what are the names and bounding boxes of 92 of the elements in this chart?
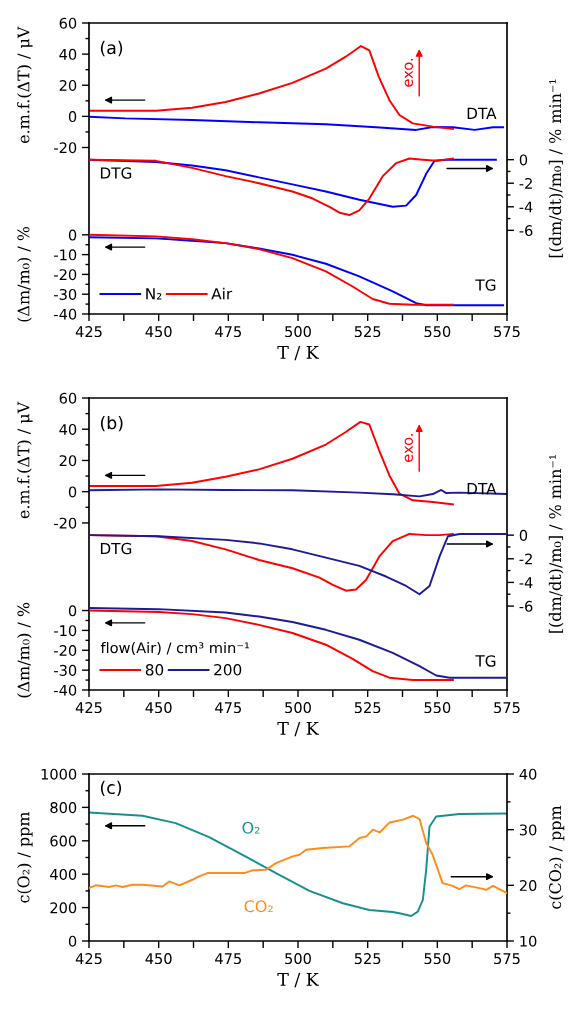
line-series bbox=[89, 233, 454, 306]
x-tick-label: 450 bbox=[145, 702, 172, 714]
y3-tick-label: -30 bbox=[54, 664, 77, 676]
y2-tick-label: -6 bbox=[519, 225, 533, 237]
y-tick-label: 40 bbox=[59, 423, 77, 435]
x-tick-label: 425 bbox=[75, 326, 102, 338]
y3-tick-label: -10 bbox=[54, 249, 77, 261]
x-tick-label: 425 bbox=[75, 702, 102, 714]
y-tick-label: 1000 bbox=[41, 768, 77, 780]
y2-tick-label: -4 bbox=[519, 577, 533, 588]
line-series bbox=[89, 157, 454, 217]
x-tick-label: 500 bbox=[285, 326, 311, 338]
x-tick-label: 550 bbox=[424, 326, 451, 338]
y2-tick-label: 0 bbox=[519, 529, 528, 541]
y3-axis-title: (Δm/m₀) / % bbox=[17, 226, 32, 322]
y2-tick-label: 40 bbox=[519, 768, 537, 780]
annotation: exo. bbox=[404, 58, 413, 87]
annotation: DTG bbox=[100, 542, 132, 555]
x-axis-title: T / K bbox=[277, 722, 319, 737]
series-label: CO₂ bbox=[244, 900, 273, 913]
y-tick-label: -20 bbox=[54, 142, 77, 154]
x-tick-label: 575 bbox=[494, 702, 520, 714]
y2-tick-label: 30 bbox=[519, 824, 537, 836]
legend-title: flow(Air) / cm³ min⁻¹ bbox=[100, 642, 250, 656]
y-tick-label: 0 bbox=[68, 111, 77, 123]
x-tick-label: 450 bbox=[145, 953, 172, 965]
y-tick-label: 0 bbox=[68, 486, 77, 498]
legend-label: N₂ bbox=[146, 288, 162, 300]
x-tick-label: 475 bbox=[215, 702, 241, 714]
y2-tick-label: -6 bbox=[519, 600, 533, 612]
y2-tick-label: 0 bbox=[519, 154, 528, 166]
y-tick-label: 60 bbox=[59, 392, 77, 404]
x-tick-label: 500 bbox=[285, 702, 311, 714]
x-tick-label: 550 bbox=[424, 702, 451, 714]
line-series bbox=[89, 609, 454, 682]
x-tick-label: 575 bbox=[494, 953, 520, 965]
y-tick-label: 200 bbox=[50, 902, 77, 914]
x-tick-label: 525 bbox=[354, 702, 381, 714]
y2-axis-title: [(dm/dt)/m₀] / % min⁻¹ bbox=[548, 79, 564, 258]
y-tick-label: 40 bbox=[59, 48, 77, 60]
y2-tick-label: 10 bbox=[520, 935, 537, 947]
y-tick-label: 20 bbox=[59, 79, 77, 91]
annotation: DTA bbox=[467, 107, 497, 119]
x-tick-label: 525 bbox=[354, 326, 381, 338]
y-axis-title: e.m.f.(ΔT) / μV bbox=[17, 401, 33, 519]
y-tick-label: 0 bbox=[68, 935, 77, 947]
x-tick-label: 450 bbox=[145, 326, 172, 338]
y-tick-label: -20 bbox=[54, 517, 77, 529]
x-tick-label: 475 bbox=[215, 326, 241, 338]
y-tick-label: 60 bbox=[59, 17, 77, 29]
y2-axis-title: c(CO₂) / ppm bbox=[548, 805, 565, 909]
annotation: DTG bbox=[100, 167, 132, 179]
y2-axis-title: [(dm/dt)/m₀] / % min⁻¹ bbox=[548, 455, 564, 633]
y3-axis-title: (Δm/m₀) / % bbox=[17, 602, 32, 698]
legend-label: Air bbox=[211, 287, 233, 300]
x-tick-label: 425 bbox=[75, 953, 102, 965]
y-tick-label: 800 bbox=[50, 802, 77, 814]
x-tick-label: 525 bbox=[354, 953, 381, 965]
x-axis-title: T / K bbox=[277, 973, 319, 988]
series-label: O₂ bbox=[242, 821, 260, 834]
x-tick-label: 575 bbox=[494, 326, 520, 338]
y3-tick-label: -30 bbox=[54, 288, 77, 300]
y-tick-label: 600 bbox=[50, 835, 77, 847]
y2-tick-label: -2 bbox=[519, 177, 532, 189]
y3-tick-label: -10 bbox=[54, 625, 77, 637]
line-series bbox=[89, 236, 505, 307]
line-series bbox=[89, 532, 507, 596]
y3-tick-label: -40 bbox=[54, 308, 77, 320]
y-tick-label: 20 bbox=[59, 455, 77, 467]
annotation: (a) bbox=[100, 40, 123, 57]
y-tick-label: 400 bbox=[50, 868, 77, 880]
y-axis-title: e.m.f.(ΔT) / μV bbox=[17, 26, 33, 144]
line-series bbox=[89, 811, 507, 917]
legend-label: 80 bbox=[145, 664, 164, 676]
annotation: exo. bbox=[404, 434, 413, 462]
y2-tick-label: -4 bbox=[519, 201, 533, 213]
x-axis-title: T / K bbox=[277, 346, 319, 361]
annotation: DTA bbox=[467, 483, 497, 495]
y2-tick-label: 20 bbox=[519, 880, 537, 892]
line-series bbox=[89, 814, 507, 895]
line-series bbox=[89, 606, 507, 679]
y2-tick-label: -2 bbox=[519, 553, 532, 565]
x-tick-label: 500 bbox=[285, 953, 311, 965]
x-tick-label: 550 bbox=[424, 953, 451, 965]
y-axis-title: c(O₂) / ppm bbox=[17, 811, 33, 903]
y3-tick-label: -40 bbox=[54, 684, 77, 696]
legend-label: 200 bbox=[214, 664, 242, 676]
x-tick-label: 475 bbox=[215, 953, 241, 965]
annotation: (b) bbox=[100, 415, 123, 432]
annotation: (c) bbox=[100, 780, 122, 797]
annotation: TG bbox=[475, 655, 496, 667]
annotation: TG bbox=[475, 279, 496, 291]
